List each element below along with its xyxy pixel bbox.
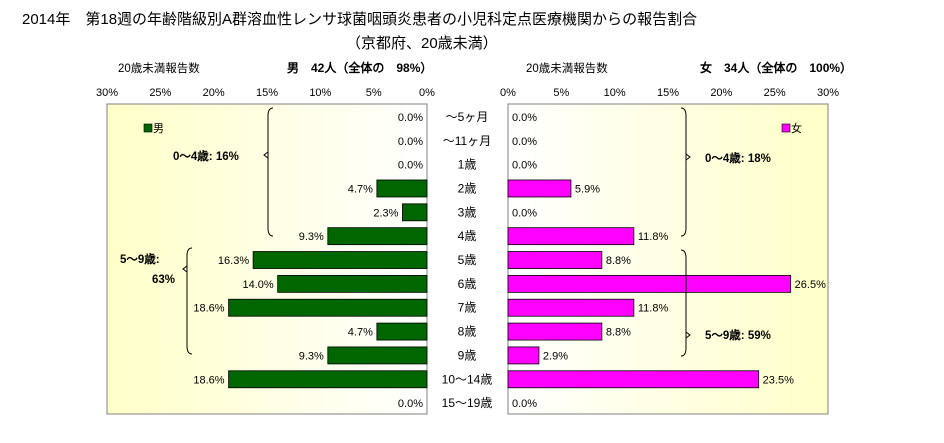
left-axis-tick-label: 30% <box>96 87 118 99</box>
right-axis-tick-label: 25% <box>764 87 786 99</box>
category-label: 〜5ヶ月 <box>446 110 489 124</box>
female-data-label: 8.8% <box>606 255 631 267</box>
female-data-label: 23.5% <box>763 374 794 386</box>
bracket-female-5-9-tip <box>685 331 691 339</box>
left-axis-tick-label: 25% <box>149 87 171 99</box>
right-caption: 20歳未満報告数 <box>526 61 608 75</box>
male-data-label: 0.0% <box>398 398 423 410</box>
female-bar <box>507 298 635 317</box>
category-label: 9歳 <box>458 348 477 362</box>
female-data-label: 0.0% <box>512 112 537 124</box>
male-data-label: 4.7% <box>348 327 373 339</box>
male-data-label: 4.7% <box>348 183 373 195</box>
male-bar <box>228 298 428 317</box>
female-data-label: 0.0% <box>512 398 537 410</box>
category-label: 8歳 <box>458 325 477 339</box>
left-axis-tick-label: 0% <box>419 87 435 99</box>
male-bar <box>376 322 428 341</box>
right-axis-tick-label: 15% <box>657 87 679 99</box>
male-data-label: 18.6% <box>193 303 224 315</box>
female-bar <box>507 179 572 198</box>
female-bar <box>507 322 603 341</box>
male-data-label: 2.3% <box>373 207 398 219</box>
male-bar <box>228 370 428 389</box>
left-caption: 20歳未満報告数 <box>118 61 200 75</box>
annotation-male-5-9-line1: 5〜9歳: <box>120 252 160 266</box>
male-data-label: 16.3% <box>218 255 249 267</box>
category-label: 4歳 <box>458 229 477 243</box>
category-label: 1歳 <box>458 158 477 172</box>
bracket-female-0-4-tip <box>685 153 691 161</box>
male-bar <box>327 346 428 365</box>
legend-female-swatch <box>781 123 791 133</box>
chart-subtitle: （京都府、20歳未満） <box>346 35 498 52</box>
category-label: 7歳 <box>458 301 477 315</box>
female-data-label: 26.5% <box>795 279 826 291</box>
bracket-female-0-4 <box>680 107 687 237</box>
female-data-label: 0.0% <box>512 136 537 148</box>
male-bar <box>376 179 428 198</box>
bracket-male-5-9-tip <box>182 265 188 273</box>
right-axis-tick-label: 5% <box>553 87 569 99</box>
bracket-male-0-4-tip <box>263 151 269 159</box>
female-bar <box>507 251 603 269</box>
male-data-label: 18.6% <box>193 374 224 386</box>
male-bar <box>402 203 428 222</box>
male-data-label: 0.0% <box>398 136 423 148</box>
category-label: 10〜14歳 <box>442 372 493 386</box>
female-data-label: 0.0% <box>512 207 537 219</box>
category-label: 〜11ヶ月 <box>443 134 491 148</box>
left-axis-tick-label: 15% <box>256 87 278 99</box>
legend-male-swatch <box>143 123 153 133</box>
right-summary: 女 34人（全体の 100%） <box>700 60 852 75</box>
right-axis-tick-label: 30% <box>817 87 839 99</box>
annotation-female-0-4: 0〜4歳: 18% <box>705 151 771 165</box>
category-label: 3歳 <box>458 205 477 219</box>
female-data-label: 5.9% <box>575 183 600 195</box>
right-axis-tick-label: 20% <box>710 87 732 99</box>
category-label: 5歳 <box>458 253 477 267</box>
left-axis-tick-label: 10% <box>309 87 331 99</box>
category-label: 6歳 <box>458 277 477 291</box>
female-data-label: 8.8% <box>606 327 631 339</box>
female-bar <box>507 370 760 389</box>
male-data-label: 9.3% <box>299 231 324 243</box>
category-label: 15〜19歳 <box>442 396 493 410</box>
female-data-label: 2.9% <box>543 350 568 362</box>
male-data-label: 14.0% <box>242 279 273 291</box>
annotation-female-5-9: 5〜9歳: 59% <box>705 328 771 342</box>
legend-male-label: 男 <box>153 123 164 135</box>
right-axis-tick-label: 10% <box>604 87 626 99</box>
male-data-label: 0.0% <box>398 112 423 124</box>
male-data-label: 0.0% <box>398 160 423 172</box>
annotation-male-5-9-line2: 63% <box>152 274 175 286</box>
male-bar <box>252 251 428 269</box>
annotation-male-0-4: 0〜4歳: 16% <box>173 149 239 163</box>
female-data-label: 0.0% <box>512 160 537 172</box>
category-label: 2歳 <box>458 181 477 195</box>
female-data-label: 11.8% <box>638 303 669 315</box>
left-axis-tick-label: 5% <box>366 87 382 99</box>
bracket-male-0-4 <box>267 107 274 237</box>
left-axis-tick-label: 20% <box>203 87 225 99</box>
male-data-label: 9.3% <box>299 350 324 362</box>
female-bar <box>507 346 540 365</box>
right-axis-tick-label: 0% <box>500 87 516 99</box>
female-bar <box>507 227 635 246</box>
chart-title: 2014年 第18週の年齢階級別A群溶血性レンサ球菌咽頭炎患者の小児科定点医療機… <box>22 10 697 28</box>
female-data-label: 11.8% <box>638 231 669 243</box>
legend-female-label: 女 <box>791 121 802 135</box>
female-bar <box>507 274 792 293</box>
male-bar <box>277 274 428 293</box>
left-summary: 男 42人（全体の 98%） <box>287 60 432 75</box>
male-bar <box>327 227 428 246</box>
bracket-female-5-9 <box>680 249 687 357</box>
bracket-male-5-9 <box>186 247 193 355</box>
